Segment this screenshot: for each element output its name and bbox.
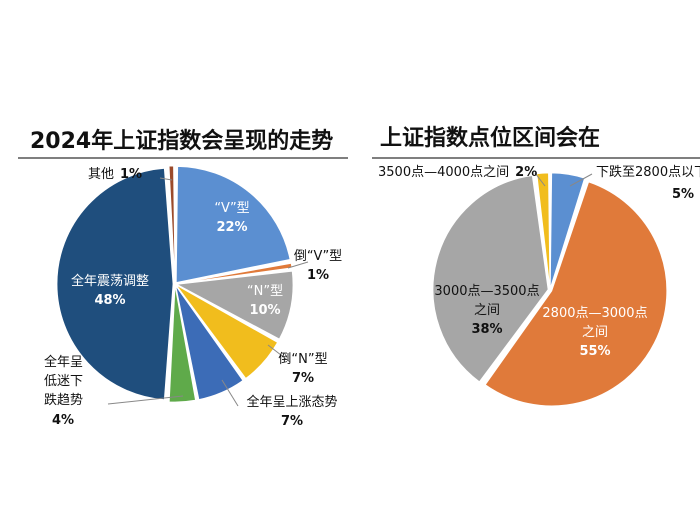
left-leader-lines: [107, 177, 309, 407]
pie1-label-1: 2800点—3000点之间: [542, 306, 647, 340]
pie0-leader-5: [107, 395, 184, 405]
right-leader-lines: [534, 172, 593, 187]
pie0-slice-4: [175, 285, 244, 400]
pie1-leader-3: [534, 172, 546, 187]
pie0-slice-2: [175, 270, 294, 340]
pie0-slice-7: [168, 165, 176, 283]
left-pie-labels: “V”型 22% 倒“V”型 1% “N”型 10% 倒“N”型 7% 全年呈上涨态势 7% 全年呈…: [44, 167, 342, 429]
pie0-label-3: 倒“N”型: [278, 352, 327, 367]
pie0-label-5: 全年呈低迷下跌趋势: [44, 354, 83, 408]
pie0-label-4: 全年呈上涨态势: [246, 394, 337, 410]
left-pie: [56, 165, 294, 403]
pie0-value-0: 22%: [216, 220, 247, 235]
pie1-slice-2: [432, 175, 549, 383]
pie0-label-2: “N”型: [247, 284, 283, 299]
pie1-label-0: 下跌至2800点以下: [596, 164, 700, 180]
pie0-slice-3: [176, 284, 279, 379]
pie0-leader-3: [267, 344, 291, 363]
pie0-value-3: 7%: [292, 371, 314, 386]
pie1-value-2: 38%: [471, 322, 502, 337]
pie0-slice-6: [56, 167, 174, 401]
right-pie: [432, 172, 668, 407]
pie0-value-2: 10%: [249, 303, 280, 318]
pie0-slice-0: [175, 166, 291, 283]
pie1-leader-0: [569, 173, 593, 187]
pie0-slice-5: [168, 285, 196, 403]
pie1-value-0: 5%: [672, 187, 694, 202]
pie0-leader-4: [221, 379, 239, 407]
pie0-label-6: 全年震荡调整: [71, 273, 149, 289]
right-pie-labels: 下跌至2800点以下 5% 2800点—3000点之间 55% 3000点—3500点之…: [378, 164, 700, 359]
pie1-slice-1: [484, 181, 668, 407]
pie1-slice-3: [536, 172, 551, 289]
left-chart-title: 2024年上证指数会呈现的走势: [30, 128, 333, 154]
pie0-slice-1: [176, 262, 293, 285]
pie0-label-0: “V”型: [214, 201, 249, 216]
pie0-label-7: 其他 1%: [88, 167, 142, 182]
pie0-leader-1: [287, 261, 309, 269]
pie0-label-1: 倒“V”型: [294, 249, 342, 264]
pie1-value-1: 55%: [579, 344, 610, 359]
pie1-label-3: 3500点—4000点之间 2%: [378, 165, 537, 180]
pie0-value-5: 4%: [52, 413, 74, 428]
right-chart-title: 上证指数点位区间会在: [380, 125, 600, 151]
pie0-value-1: 1%: [307, 268, 329, 283]
pie0-value-6: 48%: [94, 293, 125, 308]
pie1-label-2: 3000点—3500点之间: [434, 284, 539, 318]
pie0-leader-7: [159, 177, 173, 181]
pie0-value-4: 7%: [281, 414, 303, 429]
